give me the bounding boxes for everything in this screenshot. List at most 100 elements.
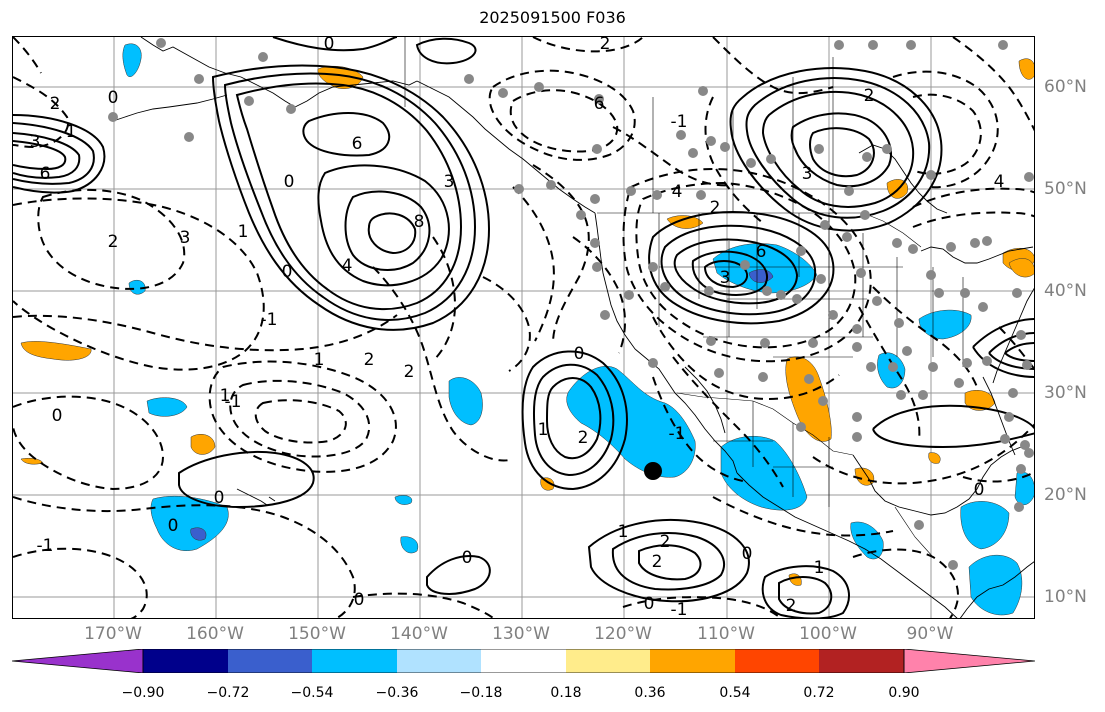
shading-negative (720, 435, 808, 511)
colorbar-outline (142, 649, 905, 673)
contour-positive-layer (13, 37, 1034, 618)
contour-positive (302, 112, 391, 157)
colorbar-extend-high (903, 649, 1035, 673)
colorbar-segment (312, 649, 397, 673)
contour-negative (512, 186, 555, 342)
colorbar-tick-label: −0.36 (375, 685, 419, 701)
contour-negative (852, 548, 959, 618)
contour-positive (545, 377, 602, 460)
contour-label: -1 (671, 600, 688, 619)
contour-label: 0 (168, 516, 179, 536)
contour-label: 8 (414, 212, 425, 232)
contour-negative (635, 181, 857, 349)
contour-label: 2 (652, 552, 663, 572)
contour-label: -1 (225, 392, 242, 412)
contour-label: 2 (364, 350, 375, 370)
contour-label: 0 (108, 88, 119, 108)
shading-negative (448, 377, 483, 426)
contour-negative-layer (13, 37, 1034, 618)
contour-positive (872, 404, 1034, 449)
colorbar-segment (143, 649, 228, 673)
contour-negative (672, 356, 784, 488)
contour-negative (372, 266, 514, 462)
contour-negative (572, 236, 626, 354)
contour-label: 3 (30, 132, 41, 152)
contour-label: 0 (284, 172, 295, 192)
contour-negative (652, 316, 840, 401)
shading-negative (918, 309, 972, 340)
shading-positive (190, 434, 216, 455)
coastline-central-america (959, 561, 1034, 618)
border-us-mexico (676, 392, 854, 456)
shading-negative (394, 495, 413, 505)
contour-positive (211, 64, 491, 331)
colorbar-tick-label: 0.18 (550, 685, 582, 701)
lon-label: 160°W (186, 624, 244, 644)
colorbar-tick-label: 0.54 (719, 685, 751, 701)
contour-positive (778, 576, 833, 615)
contour-negative (998, 326, 1034, 371)
contour-labels: 0 2 3 6 1 6 8 4 3 0 -1 1 2 2 -1 0 0 0 -1… (30, 37, 1005, 619)
contour-label: 3 (444, 172, 455, 192)
contour-label: 3 (180, 228, 191, 248)
contour-label: 2 (404, 362, 415, 382)
contour-label: 6 (756, 242, 767, 262)
lat-label: 10°N (1044, 587, 1087, 607)
lat-label: 40°N (1044, 281, 1087, 301)
contour-negative (952, 37, 1034, 132)
shading-negative (150, 495, 229, 551)
contour-negative (482, 276, 531, 372)
contour-label: -1 (669, 424, 686, 444)
lon-label: 170°W (84, 624, 142, 644)
contour-label: 0 (462, 548, 473, 568)
contour-positive (13, 122, 95, 185)
contour-label: 0 (324, 37, 335, 54)
contour-label: 4 (342, 256, 353, 276)
contour-negative (509, 89, 619, 153)
contour-negative (229, 379, 371, 458)
contour-label: 6 (594, 94, 605, 114)
contour-negative (912, 93, 982, 175)
shading-negative (146, 397, 188, 417)
lat-label: 50°N (1044, 179, 1087, 199)
contour-positive (533, 363, 615, 477)
contour-label: 6 (40, 164, 51, 184)
shading-strong-negative (190, 527, 207, 541)
colorbar-tick-label: 0.90 (888, 685, 920, 701)
lat-label: 30°N (1044, 383, 1087, 403)
contour-negative (612, 126, 734, 187)
shading-positive (1008, 258, 1034, 278)
coastline-mexico-pacific (736, 472, 958, 618)
contour-label: 1 (66, 122, 77, 142)
contour-negative (812, 423, 1034, 485)
shading-positive (20, 341, 92, 361)
contour-negative (912, 187, 1034, 208)
contour-negative (488, 69, 636, 161)
map-panel: 0 2 3 6 1 6 8 4 3 0 -1 1 2 2 -1 0 0 0 -1… (12, 36, 1035, 619)
lat-label: 20°N (1044, 485, 1087, 505)
contour-label: 3 (720, 268, 731, 288)
shading-negative (960, 501, 1010, 550)
contour-positive (235, 82, 463, 311)
shading-negative (968, 555, 1023, 616)
contour-negative (13, 547, 148, 618)
contour-label: 2 (50, 94, 61, 114)
shading-negative (128, 280, 146, 295)
station-dots (108, 38, 1034, 570)
contour-label: 1 (538, 420, 549, 440)
contour-positive (660, 224, 817, 316)
coastline-gulf-california (684, 366, 726, 434)
coastline-alaska (140, 37, 418, 108)
contour-label: 2 (864, 86, 875, 106)
contour-label: 0 (282, 262, 293, 282)
shading-negative (400, 536, 419, 554)
contour-label: 2 (108, 232, 119, 252)
contour-label: -1 (261, 310, 278, 330)
contour-label: 2 (600, 37, 611, 54)
shading-positive (788, 573, 802, 586)
contour-positive (415, 37, 477, 65)
contour-positive (972, 318, 1034, 378)
colorbar-segment (481, 649, 566, 673)
colorbar-tick-label: −0.18 (459, 685, 503, 701)
colorbar-tick-label: 0.72 (803, 685, 835, 701)
